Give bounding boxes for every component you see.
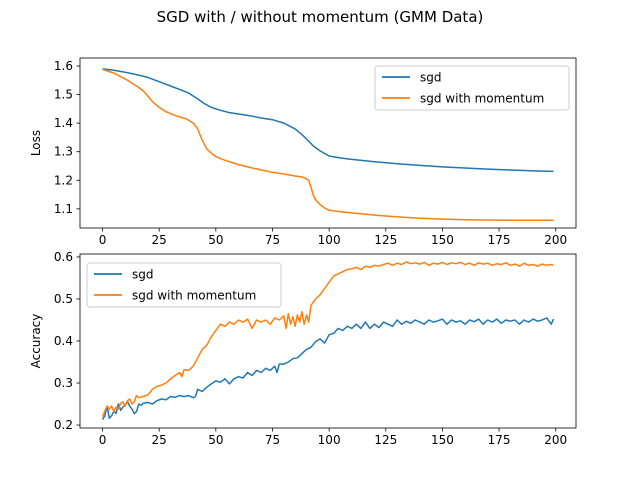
x-tick-label: 125 (374, 433, 397, 447)
y-tick-label: 1.3 (54, 145, 73, 159)
y-tick-label: 1.1 (54, 202, 73, 216)
x-tick-label: 50 (208, 233, 223, 247)
y-axis-label: Accuracy (29, 314, 43, 369)
x-tick-label: 0 (99, 433, 107, 447)
y-tick-label: 0.4 (54, 334, 73, 348)
y-axis-label: Loss (29, 130, 43, 156)
series-line-2 (101, 261, 554, 417)
y-tick-label: 1.2 (54, 173, 73, 187)
x-tick-label: 100 (318, 233, 341, 247)
x-tick-label: 200 (544, 233, 567, 247)
x-tick-label: 50 (208, 433, 223, 447)
chart-2: 0 25 50 75 100 125 150 175 200 0.2 0.3 0.4 0.5 0.6 Acc… (29, 250, 577, 447)
chart-1: 0 25 50 75 100 125 150 175 200 1.1 1.2 1.3 1.4 1.5 1.6… (29, 57, 577, 247)
x-tick-label: 25 (152, 233, 167, 247)
legend-label-2: sgd with momentum (132, 289, 256, 303)
x-tick-label: 175 (488, 433, 511, 447)
x-tick-label: 25 (152, 433, 167, 447)
x-tick-label: 150 (431, 233, 454, 247)
legend-label-1: sgd (420, 71, 442, 85)
x-tick-label: 75 (265, 433, 280, 447)
chart-panels: 0 25 50 75 100 125 150 175 200 1.1 1.2 1.3 1.4 1.5 1.6… (29, 57, 577, 447)
legend-box (374, 65, 570, 111)
legend-label-1: sgd (132, 268, 154, 282)
legend-box (86, 262, 282, 308)
x-tick-label: 0 (99, 233, 107, 247)
y-tick-label: 0.5 (54, 292, 73, 306)
plot-frame (79, 57, 577, 229)
legend: sgd sgd with momentum (86, 262, 282, 308)
x-tick-label: 150 (431, 433, 454, 447)
y-tick-label: 0.6 (54, 250, 73, 264)
series-line-1 (102, 68, 554, 173)
x-tick-label: 75 (265, 233, 280, 247)
y-tick-label: 1.5 (54, 88, 73, 102)
y-tick-label: 1.6 (54, 59, 73, 73)
x-tick-label: 200 (544, 433, 567, 447)
figure-title: SGD with / without momentum (GMM Data) (157, 8, 484, 26)
x-tick-label: 100 (318, 433, 341, 447)
legend-label-2: sgd with momentum (420, 92, 544, 106)
legend: sgd sgd with momentum (374, 65, 570, 111)
x-tick-label: 125 (374, 233, 397, 247)
x-tick-label: 175 (488, 233, 511, 247)
series-line-2 (102, 68, 554, 222)
series-line-1 (101, 317, 555, 420)
y-tick-label: 0.2 (54, 418, 73, 432)
y-tick-label: 0.3 (54, 376, 73, 390)
y-tick-label: 1.4 (54, 116, 73, 130)
